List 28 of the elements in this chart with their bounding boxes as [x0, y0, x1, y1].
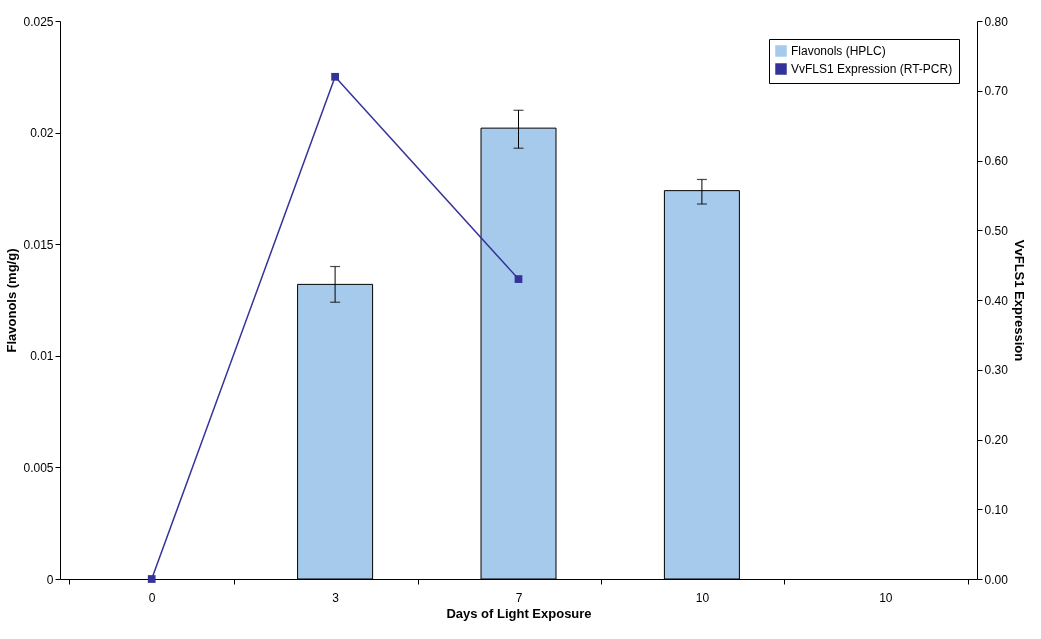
- x-tick-label: 0: [148, 590, 156, 605]
- x-tick-label: 7: [515, 590, 523, 605]
- y-tick-label: 0.02: [30, 126, 54, 141]
- y2-tick-label: 0.50: [984, 223, 1009, 238]
- point: [331, 72, 339, 81]
- y-axis-title: Flavonols (mg/g): [4, 248, 20, 353]
- y2-tick-label: 0.30: [984, 363, 1009, 378]
- y-tick-label: 0.025: [23, 14, 54, 29]
- y2-tick-label: 0.40: [984, 293, 1009, 308]
- y2-tick-label: 0.60: [984, 154, 1009, 168]
- y-tick-label: 0.01: [30, 349, 54, 364]
- y2-tick-label: 0.10: [984, 502, 1009, 517]
- y2-tick-label: 0.00: [984, 572, 1009, 587]
- point: [514, 275, 523, 283]
- y2-axis-title: VvFLS1 Expression: [1011, 239, 1027, 362]
- y2-tick-label: 0.80: [984, 14, 1009, 29]
- point: [147, 575, 156, 583]
- x-axis-title: Days of Light Exposure: [446, 605, 592, 621]
- y-tick-label: 0: [46, 572, 54, 587]
- y-tick-label: 0.015: [23, 237, 54, 252]
- x-tick-label: 10: [695, 590, 710, 605]
- y2-tick-label: 0.70: [984, 84, 1009, 99]
- x-tick-label: 3: [332, 590, 340, 605]
- legend-label: VvFLS1 Expression (RT-PCR): [791, 62, 953, 76]
- y2-tick-label: 0.20: [984, 433, 1009, 447]
- y-tick-label: 0.005: [23, 460, 54, 475]
- x-tick-label: 10: [879, 590, 893, 605]
- legend-label: Flavonols (HPLC): [791, 44, 886, 58]
